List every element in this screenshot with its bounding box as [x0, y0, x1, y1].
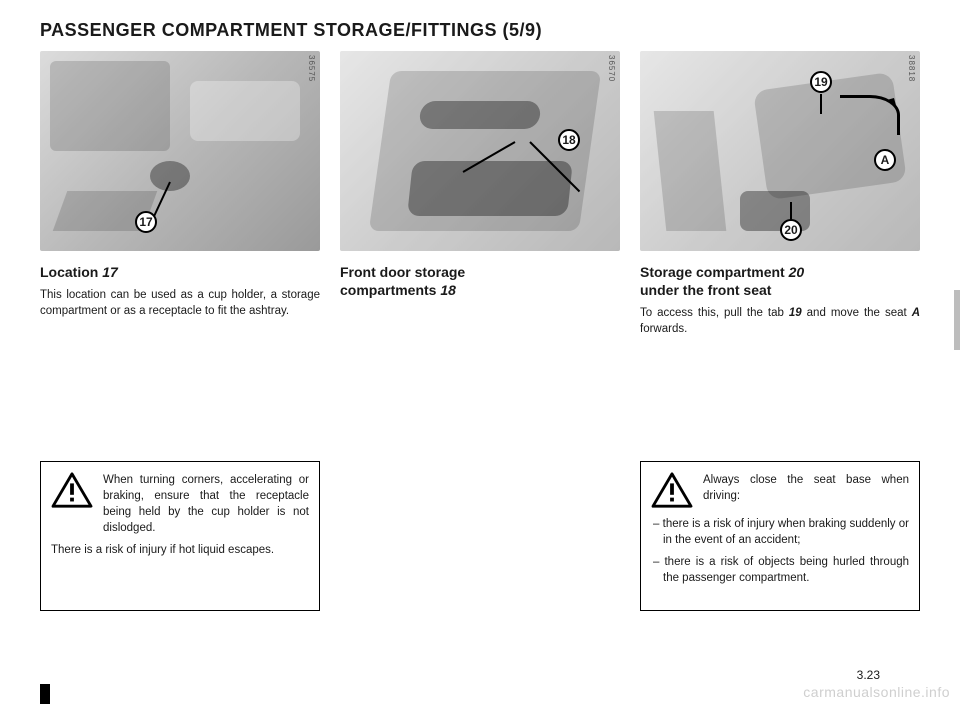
watermark: carmanualsonline.info — [803, 684, 950, 700]
photo-id-1: 36575 — [307, 55, 316, 82]
warn-list-item: there is a risk of objects being hurled … — [651, 554, 909, 586]
warn-text-1a: When turning corners, accelerating or br… — [103, 472, 309, 536]
heading-door-storage: Front door storage compartments 18 — [340, 263, 620, 299]
photo-id-2: 36570 — [607, 55, 616, 82]
col-right: 19 A 20 38818 Storage compartment 20 und… — [640, 51, 920, 611]
body-location: This location can be used as a cup holde… — [40, 287, 320, 319]
photo-cupholder: 17 36575 — [40, 51, 320, 251]
motion-arrow — [840, 95, 900, 135]
title-pager: (5/9) — [503, 20, 543, 40]
warning-box-cup: When turning corners, accelerating or br… — [40, 461, 320, 611]
body-seat-storage: To access this, pull the tab 19 and move… — [640, 305, 920, 337]
callout-17: 17 — [135, 211, 157, 233]
warning-icon — [51, 472, 93, 510]
heading-seat-storage: Storage compartment 20 under the front s… — [640, 263, 920, 299]
callout-A: A — [874, 149, 896, 171]
col-left: 17 36575 Location 17 This location can b… — [40, 51, 320, 611]
heading-location: Location 17 — [40, 263, 320, 281]
callout-20: 20 — [780, 219, 802, 241]
page-number: 3.23 — [857, 668, 880, 682]
callout-18: 18 — [558, 129, 580, 151]
section-tab — [954, 290, 960, 350]
photo-seat-storage: 19 A 20 38818 — [640, 51, 920, 251]
columns: 17 36575 Location 17 This location can b… — [40, 51, 900, 611]
title-text: PASSENGER COMPARTMENT STORAGE/FITTINGS — [40, 20, 497, 40]
callout-19: 19 — [810, 71, 832, 93]
warn-text-2a: Always close the seat base when driving: — [703, 472, 909, 510]
warn-text-1b: There is a risk of injury if hot liquid … — [51, 542, 309, 558]
photo-door-storage: 18 36570 — [340, 51, 620, 251]
col-mid: 18 36570 Front door storage compartments… — [340, 51, 620, 611]
warning-box-seat: Always close the seat base when driving:… — [640, 461, 920, 611]
crop-marks — [40, 684, 50, 704]
page-title: PASSENGER COMPARTMENT STORAGE/FITTINGS (… — [40, 0, 900, 51]
warn-list-item: there is a risk of injury when braking s… — [651, 516, 909, 548]
photo-id-3: 38818 — [907, 55, 916, 82]
warning-icon — [651, 472, 693, 510]
manual-page: PASSENGER COMPARTMENT STORAGE/FITTINGS (… — [40, 0, 900, 710]
